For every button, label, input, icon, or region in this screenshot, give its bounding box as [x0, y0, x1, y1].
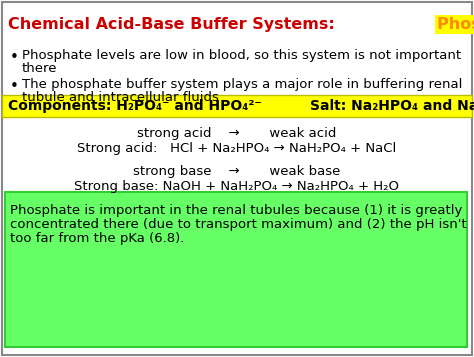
Text: Components: H₂PO₄⁻ and HPO₄²⁻: Components: H₂PO₄⁻ and HPO₄²⁻ [8, 99, 262, 113]
Text: Salt: Na₂HPO₄ and NaH₂PO₄: Salt: Na₂HPO₄ and NaH₂PO₄ [310, 99, 474, 113]
Text: Strong base: NaOH + NaH₂PO₄ → Na₂HPO₄ + H₂O: Strong base: NaOH + NaH₂PO₄ → Na₂HPO₄ + … [74, 180, 400, 193]
Text: •: • [10, 79, 19, 94]
Text: strong acid    →       weak acid: strong acid → weak acid [137, 127, 337, 140]
Text: Chemical Acid-Base Buffer Systems:: Chemical Acid-Base Buffer Systems: [8, 17, 340, 32]
Text: Strong acid:   HCl + Na₂HPO₄ → NaH₂PO₄ + NaCl: Strong acid: HCl + Na₂HPO₄ → NaH₂PO₄ + N… [77, 142, 397, 155]
Text: strong base    →       weak base: strong base → weak base [133, 165, 341, 178]
Text: too far from the pKa (6.8).: too far from the pKa (6.8). [10, 232, 184, 245]
Text: there: there [22, 62, 57, 75]
Text: Phosphate levels are low in blood, so this system is not important: Phosphate levels are low in blood, so th… [22, 49, 461, 62]
Text: Phosphate Buffer System: Phosphate Buffer System [437, 17, 474, 32]
Text: The phosphate buffer system plays a major role in buffering renal: The phosphate buffer system plays a majo… [22, 78, 462, 91]
Text: tubule and intracellular fluids: tubule and intracellular fluids [22, 91, 219, 104]
FancyBboxPatch shape [5, 192, 467, 347]
Text: •: • [10, 50, 19, 65]
Text: concentrated there (due to transport maximum) and (2) the pH isn't: concentrated there (due to transport max… [10, 218, 466, 231]
Text: Phosphate is important in the renal tubules because (1) it is greatly: Phosphate is important in the renal tubu… [10, 204, 462, 217]
FancyBboxPatch shape [2, 95, 472, 117]
